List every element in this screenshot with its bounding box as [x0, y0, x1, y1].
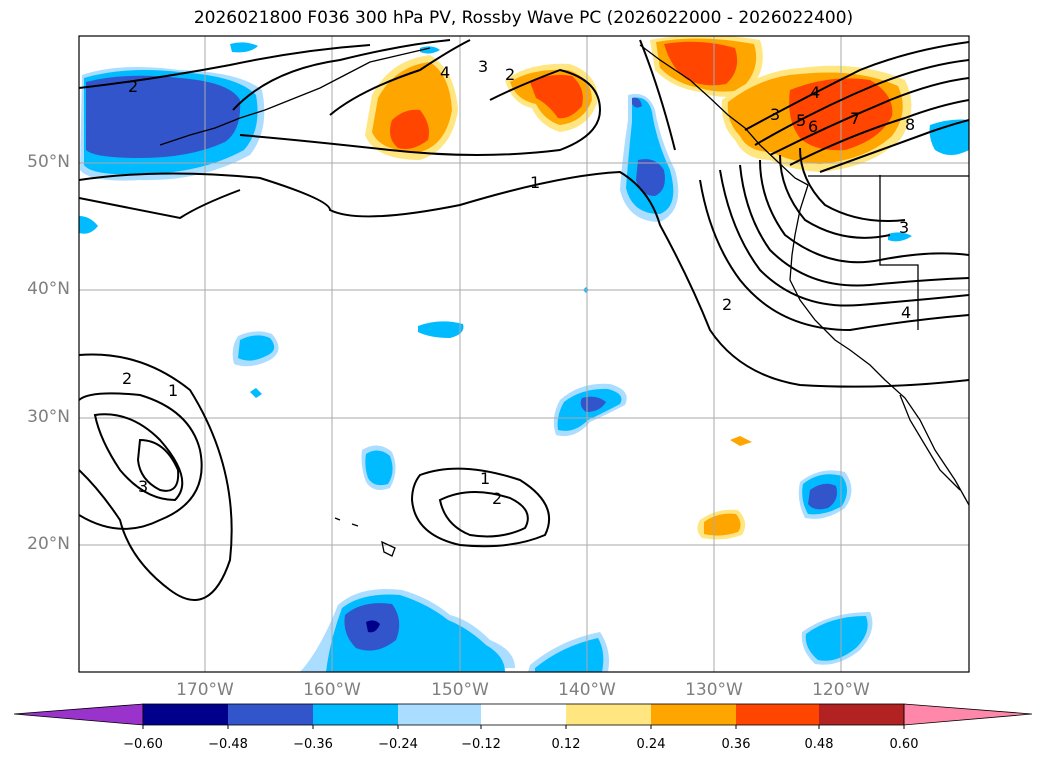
contour-label: 6 — [808, 117, 818, 136]
contour-label: 2 — [505, 65, 515, 84]
lon-tick-label: 130°W — [685, 680, 743, 700]
contour-label: 3 — [478, 57, 488, 76]
colorbar-segment — [228, 704, 313, 725]
colorbar-label: 0.36 — [721, 737, 751, 752]
colorbar-segment — [566, 704, 651, 725]
colorbar-segment — [313, 704, 398, 725]
contour-label: 1 — [168, 381, 178, 400]
colorbar-segment — [13, 703, 144, 726]
contour-label: 4 — [440, 63, 450, 82]
contour-label: 3 — [899, 218, 909, 237]
colorbar-segment — [903, 703, 1033, 726]
lon-tick-label: 120°W — [812, 680, 870, 700]
lon-tick-label: 170°W — [176, 680, 234, 700]
contour-label: 2 — [722, 295, 732, 314]
graticule — [79, 36, 969, 672]
colorbar-segment — [651, 704, 736, 725]
pv-shading — [79, 36, 969, 672]
colorbar — [13, 703, 1033, 729]
contour-label: 2 — [122, 369, 132, 388]
colorbar-label: 0.60 — [889, 737, 919, 752]
contours — [79, 39, 969, 601]
colorbar-label: −0.60 — [123, 737, 163, 752]
lat-tick-label: 50°N — [27, 152, 70, 172]
contour-label: 2 — [492, 489, 502, 508]
contour-label: 3 — [770, 105, 780, 124]
colorbar-label: 0.24 — [636, 737, 666, 752]
colorbar-segment — [143, 704, 228, 725]
lon-tick-label: 150°W — [431, 680, 489, 700]
contour-label: 7 — [850, 109, 860, 128]
lat-tick-label: 40°N — [27, 279, 70, 299]
colorbar-label: 0.48 — [804, 737, 834, 752]
contour-label: 4 — [810, 83, 820, 102]
contour-label: 3 — [138, 477, 148, 496]
map-title: 2026021800 F036 300 hPa PV, Rossby Wave … — [193, 8, 854, 28]
contour-label: 1 — [530, 173, 540, 192]
colorbar-label: −0.36 — [293, 737, 333, 752]
contour-label: 4 — [901, 303, 911, 322]
coastlines — [159, 44, 969, 557]
contour-label: 5 — [796, 111, 806, 130]
colorbar-segment — [481, 704, 566, 725]
lat-tick-label: 20°N — [27, 534, 70, 554]
contour-label: 2 — [128, 77, 138, 96]
colorbar-segment — [398, 704, 481, 725]
colorbar-segment — [819, 704, 904, 725]
lat-tick-label: 30°N — [27, 407, 70, 427]
map-frame — [78, 35, 970, 673]
colorbar-segment — [736, 704, 819, 725]
contour-labels: 2 4 3 2 1 4 5 6 3 7 8 3 2 4 2 1 3 1 2 — [122, 57, 915, 508]
lon-tick-label: 160°W — [303, 680, 361, 700]
colorbar-label: −0.48 — [208, 737, 248, 752]
lon-tick-label: 140°W — [558, 680, 616, 700]
colorbar-label: −0.24 — [378, 737, 418, 752]
colorbar-label: −0.12 — [461, 737, 501, 752]
colorbar-label: 0.12 — [551, 737, 581, 752]
contour-label: 1 — [480, 469, 490, 488]
contour-label: 8 — [905, 115, 915, 134]
